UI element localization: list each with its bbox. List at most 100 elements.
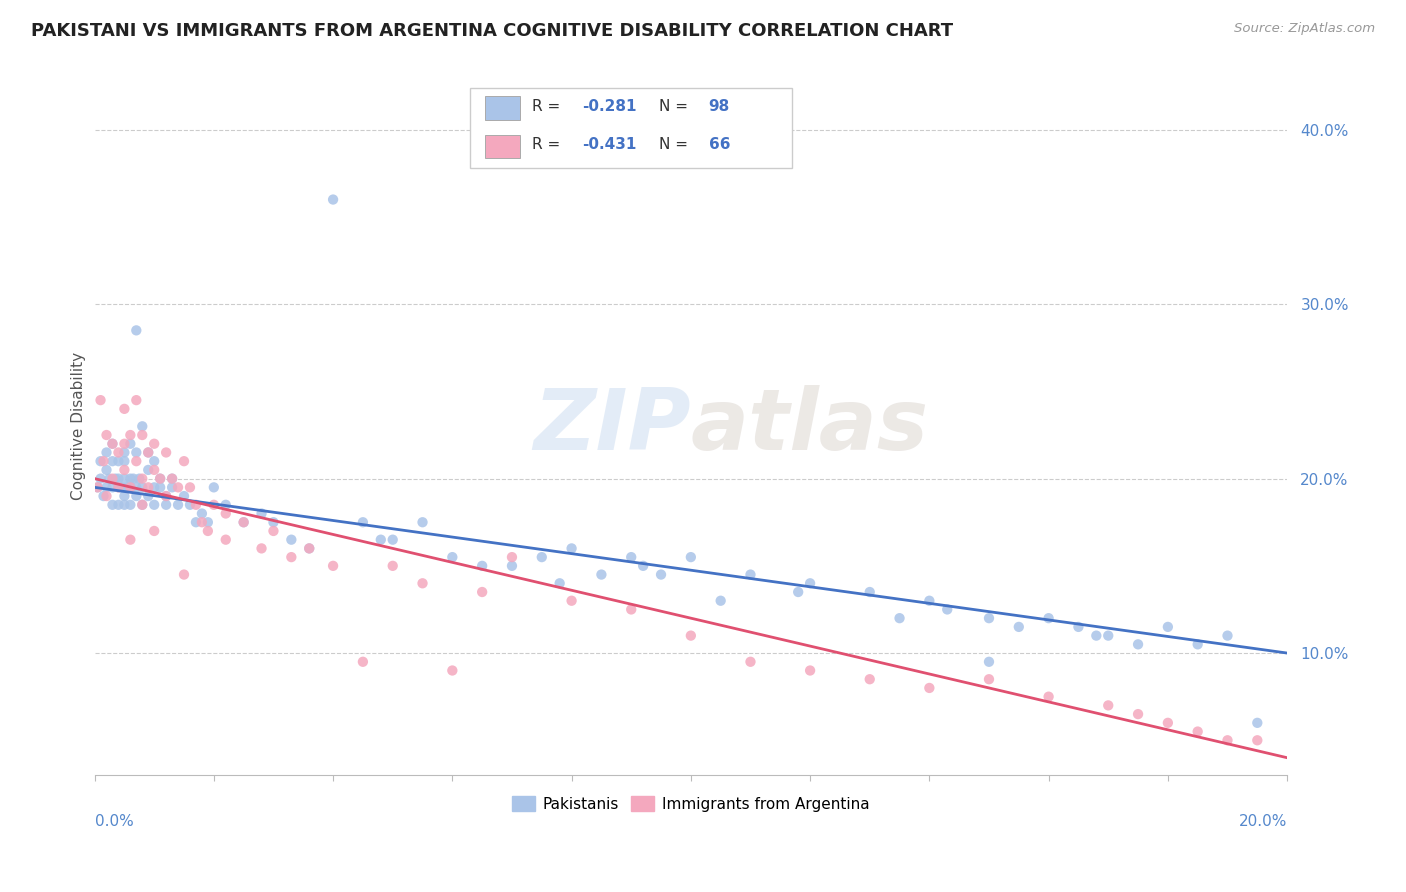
Point	[202, 480, 225, 494]
Point	[143, 524, 166, 538]
Point	[122, 472, 145, 486]
Point	[1126, 707, 1149, 722]
Point	[1246, 715, 1268, 730]
Point	[977, 611, 1000, 625]
Point	[322, 558, 344, 573]
Point	[1097, 629, 1119, 643]
Point	[86, 480, 108, 494]
Point	[155, 489, 177, 503]
Point	[173, 567, 195, 582]
Point	[143, 498, 166, 512]
Point	[110, 480, 132, 494]
Point	[1246, 733, 1268, 747]
Point	[131, 428, 153, 442]
Point	[1216, 733, 1239, 747]
Point	[232, 515, 254, 529]
Point	[179, 480, 201, 494]
Point	[107, 472, 129, 486]
Point	[120, 436, 142, 450]
Legend: Pakistanis, Immigrants from Argentina: Pakistanis, Immigrants from Argentina	[506, 789, 876, 818]
Point	[799, 576, 821, 591]
Text: R =: R =	[533, 136, 565, 152]
Point	[136, 463, 159, 477]
Point	[107, 454, 129, 468]
Point	[143, 463, 166, 477]
Point	[561, 593, 583, 607]
Point	[120, 472, 142, 486]
Point	[120, 480, 142, 494]
Point	[112, 489, 135, 503]
Point	[90, 454, 112, 468]
Point	[1097, 698, 1119, 713]
Point	[859, 585, 882, 599]
Point	[160, 480, 183, 494]
Text: N =: N =	[658, 136, 693, 152]
Point	[104, 472, 127, 486]
Point	[1187, 724, 1209, 739]
Point	[167, 498, 190, 512]
Point	[120, 533, 142, 547]
Point	[215, 498, 238, 512]
Point	[96, 463, 118, 477]
Text: 66: 66	[709, 136, 730, 152]
Point	[591, 567, 613, 582]
Point	[1085, 629, 1108, 643]
Bar	[485, 96, 520, 120]
Point	[120, 428, 142, 442]
Point	[441, 550, 464, 565]
Point	[149, 480, 172, 494]
Point	[191, 515, 214, 529]
Point	[155, 498, 177, 512]
Point	[631, 558, 654, 573]
Point	[799, 664, 821, 678]
Point	[143, 454, 166, 468]
Point	[620, 602, 643, 616]
Point	[298, 541, 321, 556]
Point	[202, 498, 225, 512]
Point	[471, 558, 494, 573]
Point	[112, 463, 135, 477]
Point	[107, 498, 129, 512]
Point	[1038, 611, 1060, 625]
Point	[215, 507, 238, 521]
Point	[977, 672, 1000, 686]
Point	[280, 533, 302, 547]
Text: R =: R =	[533, 98, 565, 113]
Point	[98, 472, 121, 486]
Point	[740, 567, 762, 582]
Point	[352, 515, 374, 529]
Point	[125, 323, 148, 337]
Point	[117, 480, 139, 494]
Point	[112, 498, 135, 512]
Point	[936, 602, 959, 616]
Point	[381, 558, 404, 573]
Point	[112, 472, 135, 486]
Text: atlas: atlas	[690, 384, 929, 467]
Point	[131, 498, 153, 512]
Point	[179, 498, 201, 512]
Text: ZIP: ZIP	[533, 384, 690, 467]
Point	[96, 445, 118, 459]
Point	[149, 472, 172, 486]
Point	[125, 480, 148, 494]
Point	[131, 472, 153, 486]
Point	[160, 472, 183, 486]
Point	[191, 507, 214, 521]
Point	[93, 489, 115, 503]
Point	[107, 480, 129, 494]
Point	[136, 480, 159, 494]
Point	[136, 445, 159, 459]
Point	[650, 567, 672, 582]
Y-axis label: Cognitive Disability: Cognitive Disability	[72, 352, 86, 500]
Point	[101, 498, 124, 512]
Point	[101, 480, 124, 494]
Point	[1187, 637, 1209, 651]
Point	[155, 489, 177, 503]
Point	[197, 515, 219, 529]
Text: N =: N =	[658, 98, 693, 113]
Bar	[485, 135, 520, 159]
Point	[131, 480, 153, 494]
Point	[322, 193, 344, 207]
Point	[90, 472, 112, 486]
Point	[262, 515, 284, 529]
